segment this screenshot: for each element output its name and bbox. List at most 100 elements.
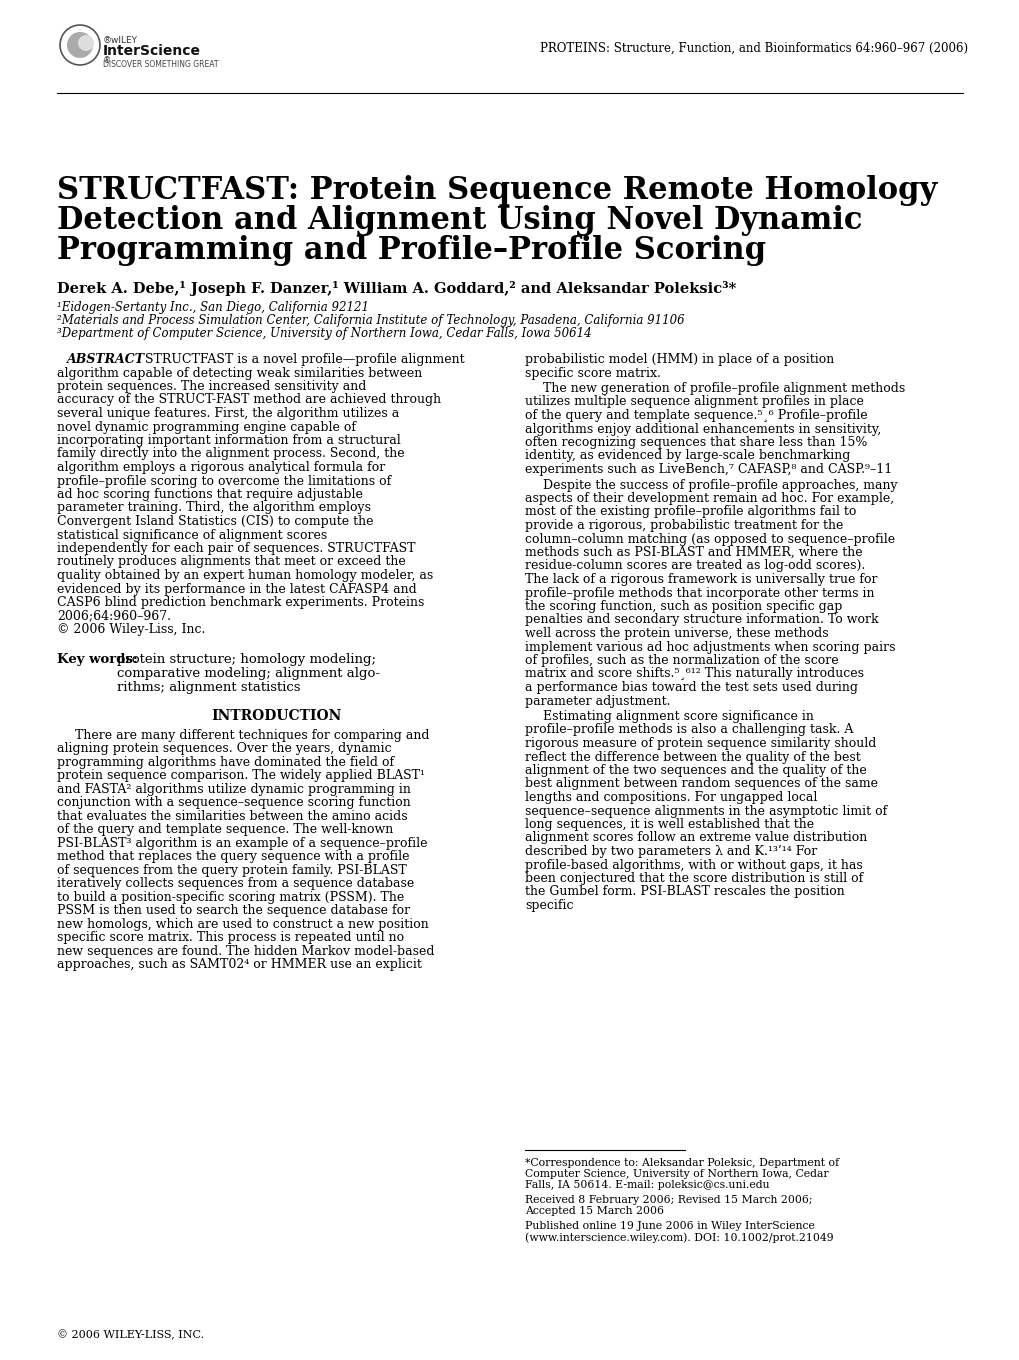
Text: algorithms enjoy additional enhancements in sensitivity,: algorithms enjoy additional enhancements… (525, 423, 880, 435)
Text: Falls, IA 50614. E-mail: poleksic@cs.uni.edu: Falls, IA 50614. E-mail: poleksic@cs.uni… (525, 1180, 769, 1190)
Text: protein sequence comparison. The widely applied BLAST¹: protein sequence comparison. The widely … (57, 770, 425, 782)
Text: parameter adjustment.: parameter adjustment. (525, 695, 669, 707)
Text: of the query and template sequence.⁵¸⁶ Profile–profile: of the query and template sequence.⁵¸⁶ P… (525, 409, 867, 422)
Text: specific score matrix. This process is repeated until no: specific score matrix. This process is r… (57, 932, 404, 944)
Text: new homologs, which are used to construct a new position: new homologs, which are used to construc… (57, 918, 428, 930)
Text: most of the existing profile–profile algorithms fail to: most of the existing profile–profile alg… (525, 506, 856, 518)
Text: aspects of their development remain ad hoc. For example,: aspects of their development remain ad h… (525, 492, 894, 505)
Text: of profiles, such as the normalization of the score: of profiles, such as the normalization o… (525, 654, 838, 666)
Text: approaches, such as SAMT02⁴ or HMMER use an explicit: approaches, such as SAMT02⁴ or HMMER use… (57, 959, 422, 971)
Text: described by two parameters λ and K.¹³’¹⁴ For: described by two parameters λ and K.¹³’¹… (525, 845, 816, 858)
Text: The new generation of profile–profile alignment methods: The new generation of profile–profile al… (542, 382, 905, 394)
Text: ®: ® (103, 56, 111, 65)
Text: The lack of a rigorous framework is universally true for: The lack of a rigorous framework is univ… (525, 573, 876, 586)
Text: to build a position-specific scoring matrix (PSSM). The: to build a position-specific scoring mat… (57, 891, 404, 903)
Text: quality obtained by an expert human homology modeler, as: quality obtained by an expert human homo… (57, 568, 433, 582)
Text: ¹Eidogen-Sertanty Inc., San Diego, California 92121: ¹Eidogen-Sertanty Inc., San Diego, Calif… (57, 301, 369, 314)
Text: protein sequences. The increased sensitivity and: protein sequences. The increased sensiti… (57, 379, 366, 393)
Text: several unique features. First, the algorithm utilizes a: several unique features. First, the algo… (57, 407, 398, 420)
Text: statistical significance of alignment scores: statistical significance of alignment sc… (57, 529, 327, 541)
Circle shape (77, 35, 94, 50)
Text: experiments such as LiveBench,⁷ CAFASP,⁸ and CASP.⁹–11: experiments such as LiveBench,⁷ CAFASP,⁸… (525, 462, 892, 476)
Text: alignment scores follow an extreme value distribution: alignment scores follow an extreme value… (525, 831, 866, 845)
Text: and FASTA² algorithms utilize dynamic programming in: and FASTA² algorithms utilize dynamic pr… (57, 783, 411, 796)
Text: rithms; alignment statistics: rithms; alignment statistics (117, 681, 301, 694)
Text: Estimating alignment score significance in: Estimating alignment score significance … (542, 710, 813, 724)
Text: aligning protein sequences. Over the years, dynamic: aligning protein sequences. Over the yea… (57, 743, 391, 755)
Text: STRUCTFAST is a novel profile—profile alignment: STRUCTFAST is a novel profile—profile al… (145, 354, 465, 366)
Text: Detection and Alignment Using Novel Dynamic: Detection and Alignment Using Novel Dyna… (57, 205, 862, 237)
Text: long sequences, it is well established that the: long sequences, it is well established t… (525, 817, 813, 831)
Text: comparative modeling; alignment algo-: comparative modeling; alignment algo- (117, 666, 380, 680)
Text: penalties and secondary structure information. To work: penalties and secondary structure inform… (525, 613, 877, 627)
Text: a performance bias toward the test sets used during: a performance bias toward the test sets … (525, 681, 857, 694)
Text: specific: specific (525, 899, 573, 913)
Text: independently for each pair of sequences. STRUCTFAST: independently for each pair of sequences… (57, 543, 415, 555)
Text: algorithm capable of detecting weak similarities between: algorithm capable of detecting weak simi… (57, 366, 422, 379)
Text: the scoring function, such as position specific gap: the scoring function, such as position s… (525, 600, 842, 613)
Text: residue-column scores are treated as log-odd scores).: residue-column scores are treated as log… (525, 559, 864, 573)
Text: STRUCTFAST: Protein Sequence Remote Homology: STRUCTFAST: Protein Sequence Remote Homo… (57, 175, 936, 205)
Text: programming algorithms have dominated the field of: programming algorithms have dominated th… (57, 756, 393, 768)
Text: routinely produces alignments that meet or exceed the: routinely produces alignments that meet … (57, 555, 406, 568)
Text: 2006;64:960–967.: 2006;64:960–967. (57, 609, 171, 623)
Text: implement various ad hoc adjustments when scoring pairs: implement various ad hoc adjustments whe… (525, 641, 895, 654)
Text: Programming and Profile–Profile Scoring: Programming and Profile–Profile Scoring (57, 235, 765, 267)
Text: parameter training. Third, the algorithm employs: parameter training. Third, the algorithm… (57, 502, 371, 514)
Text: that evaluates the similarities between the amino acids: that evaluates the similarities between … (57, 809, 408, 823)
Text: been conjectured that the score distribution is still of: been conjectured that the score distribu… (525, 872, 862, 885)
Text: utilizes multiple sequence alignment profiles in place: utilizes multiple sequence alignment pro… (525, 396, 863, 408)
Text: ³Department of Computer Science, University of Northern Iowa, Cedar Falls, Iowa : ³Department of Computer Science, Univers… (57, 326, 591, 340)
Text: often recognizing sequences that share less than 15%: often recognizing sequences that share l… (525, 437, 866, 449)
Text: identity, as evidenced by large-scale benchmarking: identity, as evidenced by large-scale be… (525, 450, 850, 462)
Text: Computer Science, University of Northern Iowa, Cedar: Computer Science, University of Northern… (525, 1170, 827, 1179)
Text: lengths and compositions. For ungapped local: lengths and compositions. For ungapped l… (525, 792, 816, 804)
Text: Key words:: Key words: (57, 653, 138, 665)
Text: © 2006 Wiley-Liss, Inc.: © 2006 Wiley-Liss, Inc. (57, 623, 205, 636)
Text: sequence–sequence alignments in the asymptotic limit of: sequence–sequence alignments in the asym… (525, 805, 887, 817)
Text: Despite the success of profile–profile approaches, many: Despite the success of profile–profile a… (542, 479, 897, 491)
Text: well across the protein universe, these methods: well across the protein universe, these … (525, 627, 827, 641)
Text: ad hoc scoring functions that require adjustable: ad hoc scoring functions that require ad… (57, 488, 363, 500)
Text: Received 8 February 2006; Revised 15 March 2006;: Received 8 February 2006; Revised 15 Mar… (525, 1195, 812, 1205)
Text: novel dynamic programming engine capable of: novel dynamic programming engine capable… (57, 420, 356, 434)
Text: (www.interscience.wiley.com). DOI: 10.1002/prot.21049: (www.interscience.wiley.com). DOI: 10.10… (525, 1232, 833, 1243)
Text: profile–profile scoring to overcome the limitations of: profile–profile scoring to overcome the … (57, 475, 391, 487)
Text: probabilistic model (HMM) in place of a position: probabilistic model (HMM) in place of a … (525, 354, 834, 366)
Text: ®wILEY: ®wILEY (103, 35, 138, 45)
Text: provide a rigorous, probabilistic treatment for the: provide a rigorous, probabilistic treatm… (525, 520, 843, 532)
Text: best alignment between random sequences of the same: best alignment between random sequences … (525, 778, 877, 790)
Text: evidenced by its performance in the latest CAFASP4 and: evidenced by its performance in the late… (57, 582, 417, 596)
Text: *Correspondence to: Aleksandar Poleksic, Department of: *Correspondence to: Aleksandar Poleksic,… (525, 1157, 839, 1168)
Text: PSSM is then used to search the sequence database for: PSSM is then used to search the sequence… (57, 904, 410, 917)
Text: method that replaces the query sequence with a profile: method that replaces the query sequence … (57, 850, 409, 864)
Text: profile-based algorithms, with or without gaps, it has: profile-based algorithms, with or withou… (525, 858, 862, 872)
Text: Convergent Island Statistics (CIS) to compute the: Convergent Island Statistics (CIS) to co… (57, 515, 373, 528)
Text: Derek A. Debe,¹ Joseph F. Danzer,¹ William A. Goddard,² and Aleksandar Poleksic³: Derek A. Debe,¹ Joseph F. Danzer,¹ Willi… (57, 282, 736, 296)
Text: ABSTRACT: ABSTRACT (67, 354, 145, 366)
Text: of the query and template sequence. The well-known: of the query and template sequence. The … (57, 823, 393, 836)
Text: Accepted 15 March 2006: Accepted 15 March 2006 (525, 1206, 663, 1216)
Text: CASP6 blind prediction benchmark experiments. Proteins: CASP6 blind prediction benchmark experim… (57, 596, 424, 609)
Text: INTRODUCTION: INTRODUCTION (211, 709, 340, 722)
Text: the Gumbel form. PSI-BLAST rescales the position: the Gumbel form. PSI-BLAST rescales the … (525, 885, 844, 899)
Circle shape (67, 33, 93, 58)
Text: column–column matching (as opposed to sequence–profile: column–column matching (as opposed to se… (525, 533, 895, 545)
Text: PROTEINS: Structure, Function, and Bioinformatics 64:960–967 (2006): PROTEINS: Structure, Function, and Bioin… (539, 42, 967, 54)
Text: algorithm employs a rigorous analytical formula for: algorithm employs a rigorous analytical … (57, 461, 385, 475)
Text: conjunction with a sequence–sequence scoring function: conjunction with a sequence–sequence sco… (57, 796, 411, 809)
Text: matrix and score shifts.⁵¸⁶¹² This naturally introduces: matrix and score shifts.⁵¸⁶¹² This natur… (525, 668, 863, 680)
Text: Published online 19 June 2006 in Wiley InterScience: Published online 19 June 2006 in Wiley I… (525, 1221, 814, 1231)
Text: protein structure; homology modeling;: protein structure; homology modeling; (117, 653, 376, 665)
Text: rigorous measure of protein sequence similarity should: rigorous measure of protein sequence sim… (525, 737, 875, 749)
Text: profile–profile methods that incorporate other terms in: profile–profile methods that incorporate… (525, 586, 873, 600)
Text: accuracy of the STRUCT-FAST method are achieved through: accuracy of the STRUCT-FAST method are a… (57, 393, 440, 407)
Text: family directly into the alignment process. Second, the: family directly into the alignment proce… (57, 447, 405, 461)
Text: of sequences from the query protein family. PSI-BLAST: of sequences from the query protein fami… (57, 864, 407, 877)
Text: profile–profile methods is also a challenging task. A: profile–profile methods is also a challe… (525, 724, 853, 737)
Text: © 2006 WILEY-LISS, INC.: © 2006 WILEY-LISS, INC. (57, 1330, 204, 1341)
Text: iteratively collects sequences from a sequence database: iteratively collects sequences from a se… (57, 877, 414, 891)
Text: new sequences are found. The hidden Markov model-based: new sequences are found. The hidden Mark… (57, 945, 434, 957)
Text: InterScience: InterScience (103, 44, 201, 58)
Text: DISCOVER SOMETHING GREAT: DISCOVER SOMETHING GREAT (103, 60, 218, 69)
